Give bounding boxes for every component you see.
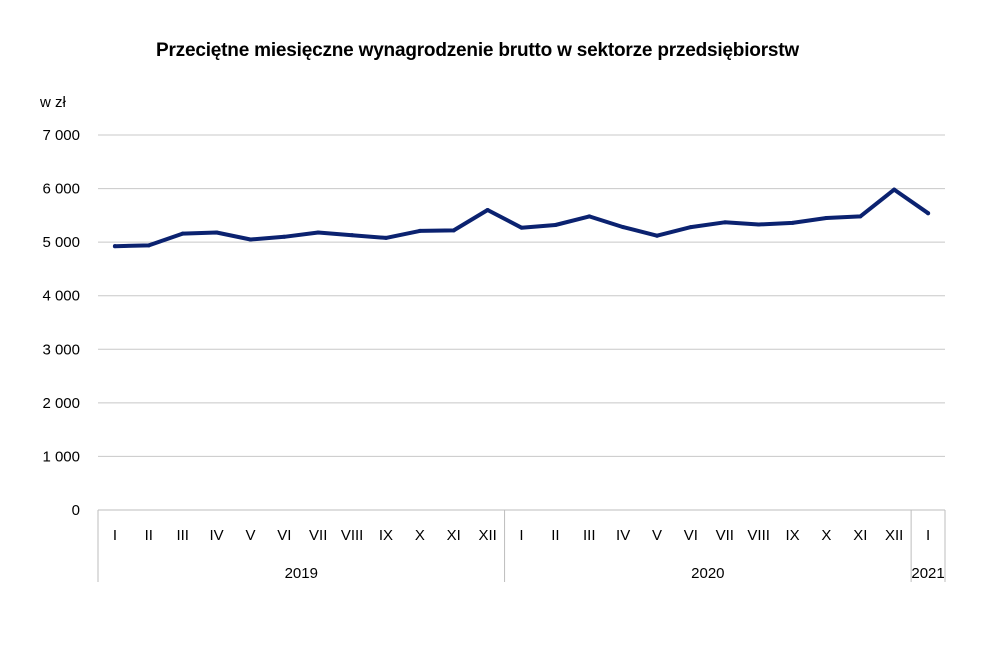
data-point	[892, 187, 897, 192]
data-point	[282, 234, 287, 239]
x-tick-label: III	[583, 527, 596, 544]
y-tick-label: 4 000	[42, 288, 80, 305]
y-axis-unit-label: w zł	[40, 94, 66, 111]
x-tick-label: III	[176, 527, 189, 544]
data-point	[180, 231, 185, 236]
x-tick-label: XII	[478, 527, 496, 544]
x-tick-label: X	[821, 527, 831, 544]
x-tick-label: II	[551, 527, 559, 544]
y-tick-label: 5 000	[42, 234, 80, 251]
x-tick-label: X	[415, 527, 425, 544]
y-tick-label: 6 000	[42, 181, 80, 198]
y-tick-label: 1 000	[42, 448, 80, 465]
data-point	[655, 233, 660, 238]
series-line	[112, 187, 931, 249]
x-tick-label: I	[113, 527, 117, 544]
y-tick-label: 3 000	[42, 341, 80, 358]
x-tick-label: VII	[309, 527, 327, 544]
x-tick-label: VI	[684, 527, 698, 544]
x-tick-label: IX	[379, 527, 393, 544]
x-tick-label: VII	[716, 527, 734, 544]
data-point	[688, 225, 693, 230]
chart-title: Przeciętne miesięczne wynagrodzenie brut…	[156, 40, 799, 61]
data-point	[621, 225, 626, 230]
x-tick-label: XI	[447, 527, 461, 544]
data-point	[214, 230, 219, 235]
data-point	[824, 216, 829, 221]
y-tick-label: 7 000	[42, 127, 80, 144]
data-point	[790, 220, 795, 225]
x-tick-label: XII	[885, 527, 903, 544]
year-label: 2020	[691, 565, 724, 582]
data-point	[722, 220, 727, 225]
data-point	[417, 228, 422, 233]
data-point	[383, 235, 388, 240]
x-tick-label: XI	[853, 527, 867, 544]
x-tick-label: VIII	[341, 527, 364, 544]
x-tick-label: VI	[277, 527, 291, 544]
data-point	[926, 211, 931, 216]
data-point	[451, 228, 456, 233]
data-point	[146, 243, 151, 248]
data-point	[248, 237, 253, 242]
data-point	[858, 214, 863, 219]
x-tick-label: I	[926, 527, 930, 544]
y-tick-label: 2 000	[42, 395, 80, 412]
year-label: 2021	[911, 565, 944, 582]
data-point	[756, 222, 761, 227]
x-tick-label: I	[519, 527, 523, 544]
data-point	[485, 208, 490, 212]
data-point	[316, 230, 321, 235]
data-point	[519, 225, 524, 230]
x-tick-label: IV	[209, 527, 223, 544]
year-label: 2019	[285, 565, 318, 582]
x-tick-label: V	[245, 527, 255, 544]
x-tick-label: V	[652, 527, 662, 544]
x-tick-label: IV	[616, 527, 630, 544]
y-tick-label: 0	[72, 502, 80, 519]
data-point	[553, 223, 558, 227]
x-tick-label: IX	[785, 527, 799, 544]
data-point	[112, 244, 117, 249]
x-tick-label: VIII	[747, 527, 770, 544]
x-tick-label: II	[145, 527, 153, 544]
data-point	[350, 233, 355, 238]
data-point	[587, 214, 592, 219]
